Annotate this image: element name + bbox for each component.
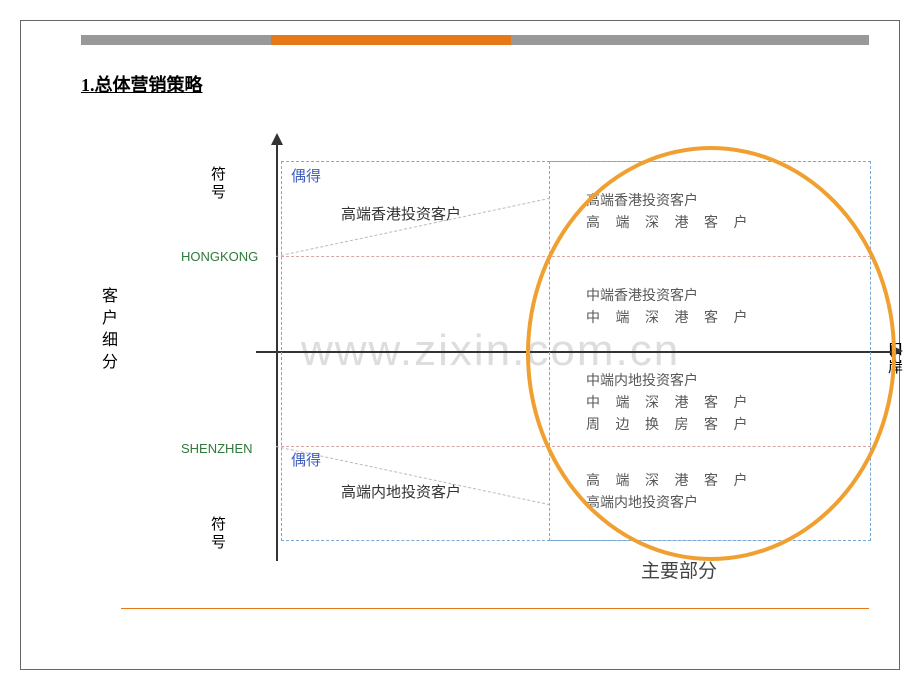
shenzhen-label: SHENZHEN — [181, 441, 253, 456]
strategy-chart: www.zixin.com.cn 客户细分 口岸 符号 符号 HONGKONG … — [141, 141, 901, 621]
header-bar-orange — [271, 35, 511, 45]
symbol-label-top: 符号 — [211, 166, 229, 202]
highlight-ellipse — [526, 146, 896, 561]
quadrant-left-bottom: 高端内地投资客户 — [341, 481, 461, 502]
quadrant-left-top: 高端香港投资客户 — [341, 203, 461, 224]
slide-frame: 1.总体营销策略 www.zixin.com.cn 客户细分 口岸 符号 符号 … — [20, 20, 900, 670]
y-axis-arrow-icon — [271, 133, 283, 145]
slide-title: 1.总体营销策略 — [81, 71, 203, 97]
main-part-label: 主要部分 — [641, 556, 717, 583]
y-axis-label: 客户细分 — [101, 286, 119, 374]
hongkong-label: HONGKONG — [181, 249, 258, 264]
footer-line — [121, 608, 869, 609]
symbol-label-bottom: 符号 — [211, 516, 229, 552]
occasional-label-bottom: 偶得 — [291, 449, 321, 470]
occasional-label-top: 偶得 — [291, 165, 321, 186]
